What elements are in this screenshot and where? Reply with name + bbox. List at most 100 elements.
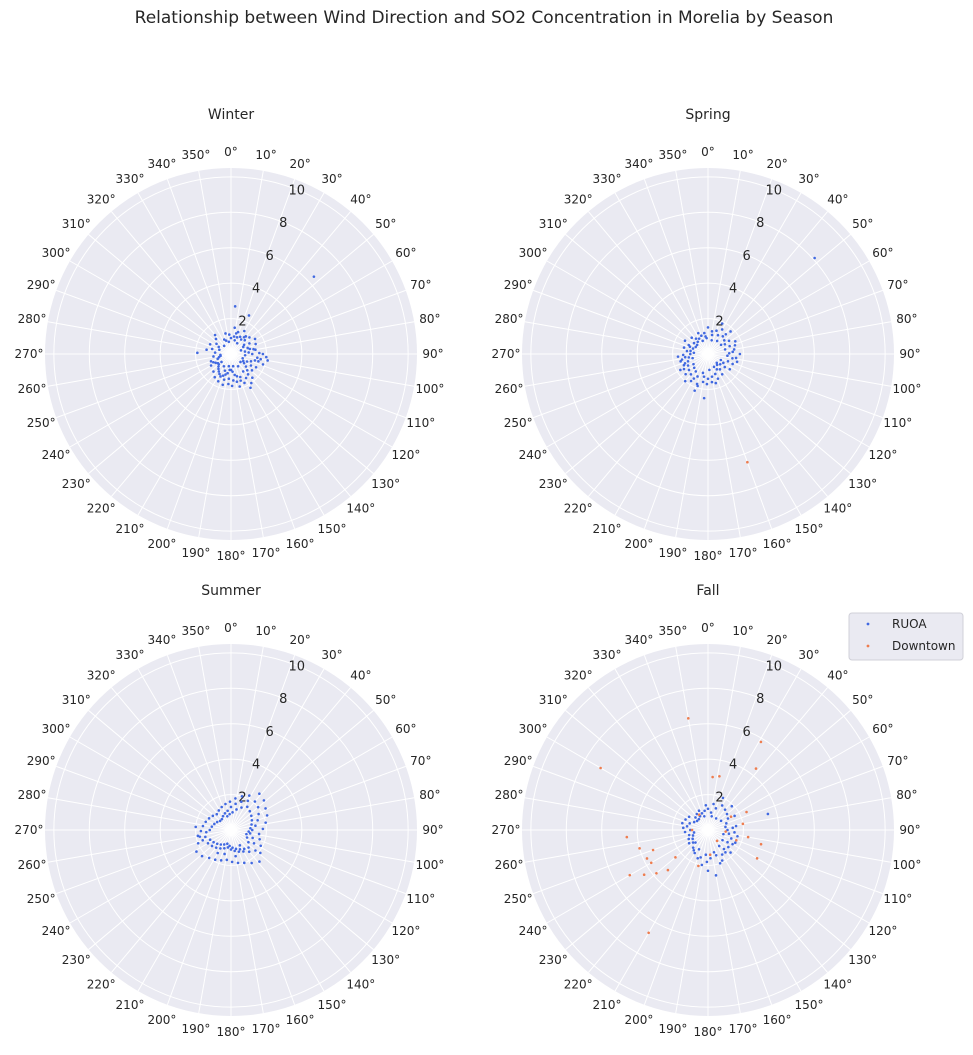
- angle-tick-label: 160°: [763, 1013, 792, 1027]
- angle-tick-label: 300°: [42, 246, 71, 260]
- angle-tick-label: 170°: [729, 1022, 758, 1036]
- angular-gridline: [614, 668, 709, 831]
- data-point-ruoa: [196, 841, 200, 845]
- angle-tick-label: 10°: [255, 148, 276, 162]
- data-point-ruoa: [231, 364, 235, 368]
- data-point-ruoa: [734, 824, 738, 828]
- data-point-ruoa: [719, 819, 723, 823]
- data-point-ruoa: [238, 847, 242, 851]
- data-point-ruoa: [701, 371, 705, 375]
- data-point-ruoa: [705, 382, 709, 386]
- data-point-ruoa: [736, 834, 739, 838]
- data-point-ruoa: [239, 360, 242, 364]
- angle-tick-label: 230°: [62, 953, 91, 967]
- angle-tick-label: 250°: [27, 416, 56, 430]
- angle-tick-label: 290°: [27, 278, 56, 292]
- angle-tick-label: 250°: [27, 892, 56, 906]
- data-point-ruoa: [710, 815, 713, 818]
- data-point-ruoa: [219, 859, 223, 862]
- data-point-ruoa: [721, 335, 725, 338]
- angle-tick-label: 350°: [181, 148, 210, 162]
- angle-tick-label: 250°: [504, 892, 533, 906]
- data-point-ruoa: [693, 851, 697, 855]
- data-point-ruoa: [725, 812, 729, 816]
- data-point-ruoa: [204, 820, 208, 824]
- data-point-ruoa: [715, 329, 718, 333]
- data-point-ruoa: [224, 373, 227, 376]
- data-point-ruoa: [687, 841, 691, 845]
- data-point-ruoa: [224, 802, 227, 806]
- angular-gridline: [588, 353, 709, 497]
- angular-gridline: [230, 353, 264, 538]
- data-point-downtown: [746, 835, 750, 839]
- data-point-ruoa: [251, 376, 254, 380]
- data-point-ruoa: [222, 843, 226, 846]
- angle-tick-label: 30°: [321, 172, 342, 186]
- data-point-ruoa: [695, 819, 699, 823]
- data-point-ruoa: [716, 377, 720, 380]
- data-point-ruoa: [686, 359, 690, 363]
- data-point-ruoa: [679, 368, 682, 372]
- data-point-ruoa: [710, 380, 714, 384]
- angular-gridline: [546, 829, 709, 924]
- angular-gridline: [533, 829, 709, 895]
- angle-tick-label: 290°: [504, 278, 533, 292]
- data-point-ruoa: [254, 366, 258, 369]
- data-point-ruoa: [726, 840, 729, 844]
- data-point-ruoa: [718, 861, 722, 865]
- data-point-ruoa: [722, 847, 726, 851]
- data-point-ruoa: [214, 337, 218, 341]
- data-point-ruoa: [210, 347, 214, 351]
- angular-gridline: [230, 353, 374, 474]
- data-point-ruoa: [250, 828, 254, 832]
- data-point-ruoa: [234, 847, 238, 851]
- angular-gridline: [643, 655, 709, 831]
- data-point-ruoa: [733, 339, 737, 343]
- data-point-ruoa: [248, 342, 251, 345]
- angular-gridline: [675, 646, 709, 831]
- data-point-ruoa: [714, 874, 718, 877]
- angular-gridline: [707, 211, 828, 355]
- angle-tick-label: 100°: [892, 858, 921, 872]
- panel-title: Fall: [696, 583, 719, 599]
- data-point-ruoa: [240, 800, 243, 803]
- data-point-ruoa: [257, 832, 261, 836]
- data-point-ruoa: [705, 860, 709, 864]
- data-point-ruoa: [204, 830, 208, 834]
- angle-tick-label: 210°: [116, 522, 145, 536]
- data-point-ruoa: [733, 343, 737, 347]
- data-point-downtown: [638, 847, 641, 850]
- angle-tick-label: 110°: [883, 416, 912, 430]
- angle-tick-label: 320°: [564, 668, 593, 682]
- angle-tick-label: 340°: [624, 633, 653, 647]
- data-point-ruoa: [208, 342, 212, 346]
- data-point-downtown: [655, 871, 658, 875]
- data-point-ruoa: [692, 341, 696, 345]
- angular-gridline: [230, 797, 415, 831]
- data-point-ruoa: [249, 386, 252, 390]
- angle-tick-label: 340°: [147, 157, 176, 171]
- data-point-ruoa: [245, 836, 249, 839]
- data-point-ruoa: [241, 345, 245, 349]
- data-point-downtown: [724, 830, 727, 833]
- angle-tick-label: 150°: [318, 522, 347, 536]
- data-point-ruoa: [212, 840, 215, 844]
- data-point-ruoa: [731, 362, 734, 366]
- data-point-ruoa: [245, 368, 249, 372]
- data-point-ruoa: [261, 352, 265, 356]
- angle-tick-label: 80°: [419, 788, 440, 802]
- angular-gridline: [707, 289, 883, 355]
- data-point-ruoa: [239, 338, 243, 341]
- data-point-ruoa: [253, 359, 257, 362]
- angle-tick-label: 30°: [798, 648, 819, 662]
- angular-gridline: [69, 353, 232, 448]
- data-point-ruoa: [224, 332, 227, 335]
- data-point-ruoa: [236, 364, 240, 368]
- angular-gridline: [524, 353, 709, 387]
- data-point-ruoa: [720, 859, 724, 862]
- data-point-ruoa: [243, 353, 247, 357]
- angle-tick-label: 70°: [887, 278, 908, 292]
- angular-gridline: [230, 289, 406, 355]
- angle-tick-label: 90°: [422, 347, 443, 361]
- data-point-ruoa: [252, 347, 255, 351]
